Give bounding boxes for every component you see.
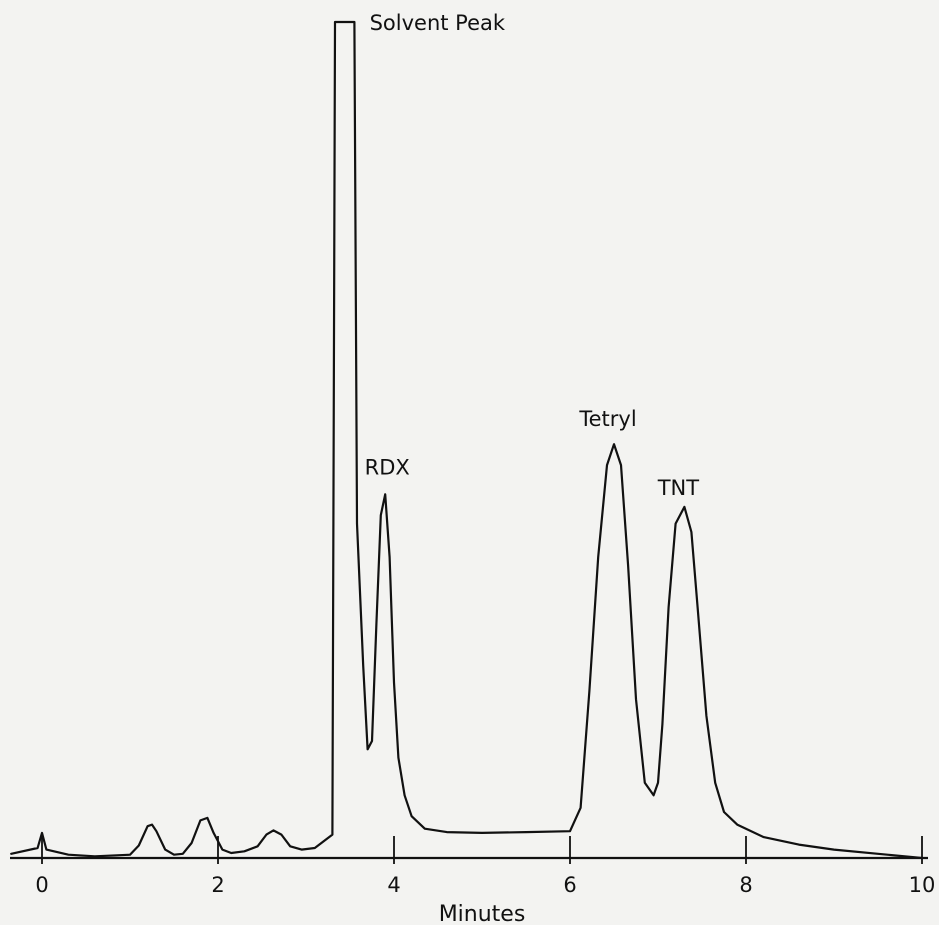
x-axis-tick-labels: 0 2 4 6 8 10 (35, 873, 935, 897)
peak-label: TNT (657, 476, 700, 500)
peak-labels: Solvent Peak RDX Tetryl TNT (365, 11, 700, 500)
x-tick-label: 8 (739, 873, 752, 897)
peak-label: RDX (365, 455, 410, 479)
x-axis-title: Minutes (439, 902, 526, 925)
peak-label: Solvent Peak (370, 11, 506, 35)
x-tick-label: 6 (563, 873, 576, 897)
x-tick-label: 10 (909, 873, 936, 897)
x-tick-label: 0 (35, 873, 48, 897)
x-tick-label: 4 (387, 873, 400, 897)
x-axis-ticks (41, 836, 923, 864)
chromatogram-trace (10, 20, 924, 860)
peak-label: Tetryl (578, 407, 636, 431)
x-tick-label: 2 (211, 873, 224, 897)
